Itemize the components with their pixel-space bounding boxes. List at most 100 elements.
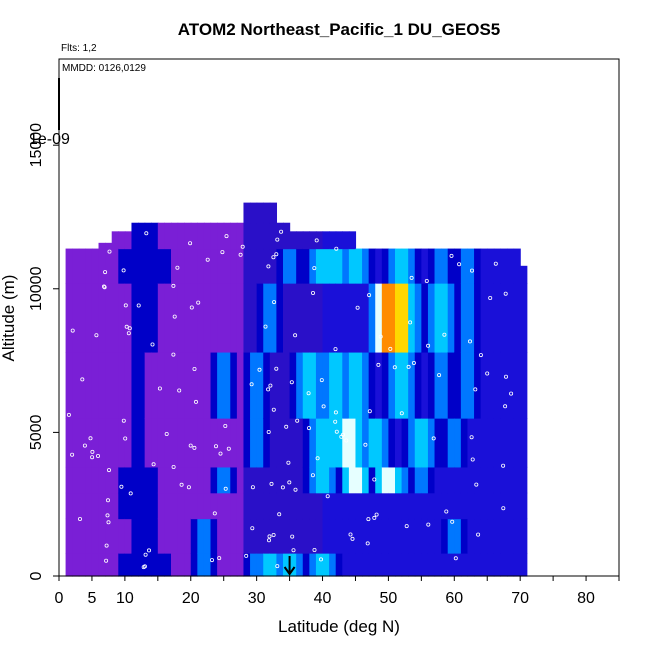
heatmap-cell: [144, 553, 152, 577]
heatmap-cell: [151, 553, 159, 577]
heatmap-cell: [487, 518, 495, 554]
heatmap-cell: [269, 466, 278, 494]
heatmap-cell: [263, 202, 271, 224]
x-axis-label: Latitude (deg N): [278, 617, 400, 636]
heatmap-cell: [395, 283, 403, 353]
track-point: [404, 524, 409, 529]
heatmap-cell: [190, 248, 198, 284]
heatmap-cell: [296, 466, 304, 494]
heatmap-cell: [276, 418, 284, 468]
heatmap-cell: [414, 518, 422, 554]
heatmap-cell: [480, 351, 488, 419]
heatmap-cell: [296, 351, 304, 419]
track-point: [509, 391, 514, 396]
track-point: [274, 366, 279, 371]
heatmap-cell: [315, 418, 324, 468]
track-point: [128, 491, 133, 496]
heatmap-cell: [289, 553, 297, 577]
heatmap-cell: [467, 553, 475, 577]
track-point: [493, 261, 498, 266]
heatmap-cell: [138, 351, 146, 419]
track-point: [127, 326, 132, 331]
heatmap-cell: [388, 418, 396, 468]
heatmap-cell: [507, 492, 515, 520]
chart-title: ATOM2 Northeast_Pacific_1 DU_GEOS5: [178, 20, 501, 39]
heatmap-cell: [315, 553, 324, 577]
heatmap-cell: [223, 418, 231, 468]
heatmap-cell: [85, 553, 93, 577]
heatmap-cell: [467, 518, 475, 554]
heatmap-cell: [315, 351, 324, 419]
track-point: [266, 429, 271, 434]
heatmap-cell: [230, 351, 238, 419]
x-tick-label: 50: [380, 590, 398, 607]
track-point: [123, 303, 128, 308]
scale-label: 1e-09: [29, 131, 70, 148]
heatmap-cell: [65, 466, 73, 494]
track-point: [209, 558, 214, 563]
heatmap-cell: [177, 248, 185, 284]
heatmap-cell: [98, 242, 106, 250]
track-point: [223, 423, 228, 428]
heatmap-cell: [124, 248, 133, 284]
heatmap-cell: [118, 231, 126, 250]
track-point: [388, 346, 393, 351]
track-point: [107, 249, 112, 254]
heatmap-cell: [395, 492, 403, 520]
heatmap-cell: [131, 418, 139, 468]
track-point: [250, 526, 255, 531]
heatmap-cell: [315, 231, 324, 250]
heatmap-cell: [427, 418, 436, 468]
heatmap-cell: [85, 283, 93, 353]
heatmap-cell: [256, 466, 264, 494]
heatmap-cell: [203, 492, 212, 520]
track-point: [90, 449, 95, 454]
heatmap-cell: [105, 242, 113, 250]
track-point: [334, 246, 339, 251]
heatmap-cell: [474, 283, 482, 353]
heatmap-cell: [65, 283, 73, 353]
heatmap-cell: [190, 222, 198, 250]
heatmap-cell: [381, 418, 390, 468]
heatmap-cell: [256, 351, 264, 419]
heatmap-cell: [408, 553, 416, 577]
heatmap-cell: [151, 351, 159, 419]
track-point: [280, 485, 285, 490]
heatmap-cell: [243, 492, 251, 520]
track-point: [144, 231, 149, 236]
heatmap-cell: [441, 492, 449, 520]
heatmap-cell: [335, 418, 343, 468]
track-point: [192, 366, 197, 371]
heatmap-cell: [322, 418, 330, 468]
heatmap-cell: [520, 351, 528, 419]
heatmap-cell: [243, 518, 251, 554]
heatmap-cell: [151, 222, 159, 250]
track-point: [171, 464, 176, 469]
heatmap-cell: [256, 418, 264, 468]
heatmap-cell: [210, 466, 218, 494]
heatmap-cell: [210, 518, 218, 554]
heatmap-cell: [111, 283, 119, 353]
track-point: [188, 241, 193, 246]
heatmap-cell: [362, 518, 370, 554]
heatmap-cell: [348, 418, 357, 468]
track-point: [88, 436, 93, 441]
track-point: [272, 300, 277, 305]
heatmap-cell: [72, 418, 80, 468]
heatmap-cell: [434, 466, 442, 494]
heatmap-cell: [480, 518, 488, 554]
heatmap-cell: [283, 492, 291, 520]
heatmap-cell: [197, 351, 205, 419]
track-point: [376, 362, 381, 367]
track-point: [485, 371, 490, 376]
track-point: [470, 457, 475, 462]
heatmap-cell: [184, 492, 192, 520]
heatmap-cell: [65, 518, 73, 554]
heatmap-cell: [414, 492, 422, 520]
track-point: [267, 534, 272, 539]
track-point: [96, 453, 101, 458]
heatmap-cell: [111, 492, 119, 520]
heatmap-cell: [283, 553, 291, 577]
heatmap-cell: [414, 466, 422, 494]
